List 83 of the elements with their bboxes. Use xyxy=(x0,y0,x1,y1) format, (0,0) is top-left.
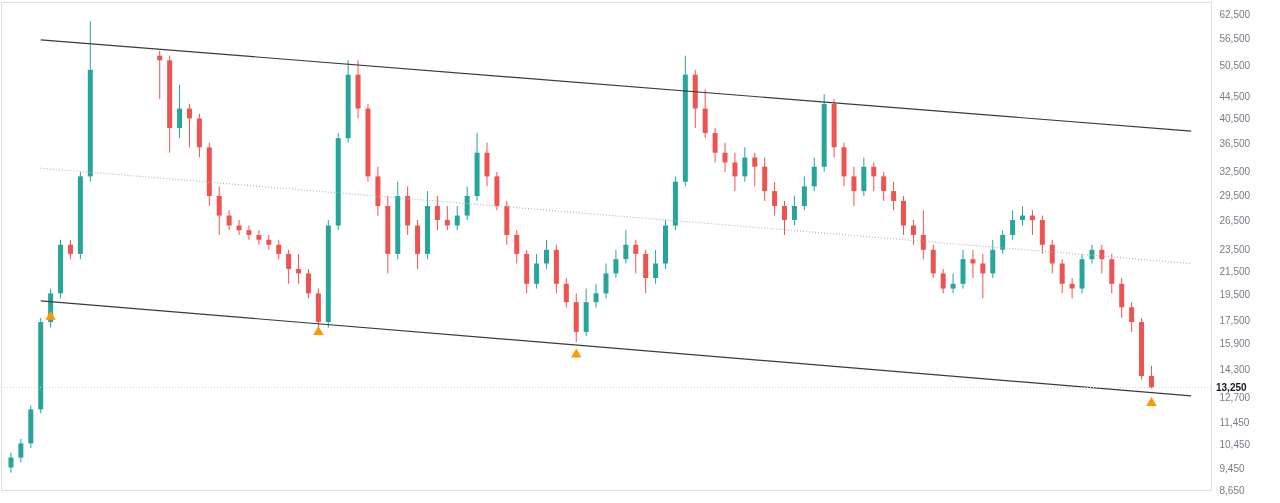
y-tick-label: 11,450 xyxy=(1219,417,1250,429)
candlestick xyxy=(256,229,262,246)
candlestick xyxy=(722,142,728,173)
candlestick xyxy=(1020,205,1026,227)
y-tick-label: 29,500 xyxy=(1219,189,1251,201)
candlestick xyxy=(1049,239,1055,274)
candlestick xyxy=(920,209,926,260)
point xyxy=(45,310,56,320)
candlestick xyxy=(772,181,778,217)
y-tick-label: 36,500 xyxy=(1219,138,1251,150)
candlestick xyxy=(563,277,569,308)
y-tick-label: 9,450 xyxy=(1219,463,1245,475)
y-tick-label: 14,300 xyxy=(1219,363,1251,375)
candlestick xyxy=(1000,229,1006,255)
y-tick-label: 56,500 xyxy=(1219,33,1251,45)
candlestick xyxy=(871,161,877,192)
candlestick xyxy=(276,239,282,260)
y-tick-label: 62,500 xyxy=(1219,9,1251,21)
candlestick xyxy=(970,249,976,279)
candlestick xyxy=(67,239,73,260)
candlestick xyxy=(464,185,470,221)
candlestick xyxy=(891,181,897,211)
candlestick xyxy=(653,249,659,285)
y-tick-label: 23,500 xyxy=(1219,244,1251,256)
candlestick xyxy=(1029,209,1035,236)
candlestick xyxy=(18,438,24,463)
candlestick xyxy=(930,244,936,279)
candlestick xyxy=(712,127,718,163)
y-tick-label: 10,450 xyxy=(1219,439,1251,451)
candlestick xyxy=(544,239,549,270)
y-tick-label: 8,650 xyxy=(1219,484,1245,496)
candlestick xyxy=(811,157,817,192)
candlestick xyxy=(881,171,887,202)
y-tick-label: 32,500 xyxy=(1219,166,1251,178)
candlestick xyxy=(791,195,797,227)
candlestick xyxy=(603,262,609,299)
candlestick xyxy=(444,205,450,231)
candlestick xyxy=(484,142,490,187)
candlestick xyxy=(8,452,14,474)
candlestick xyxy=(1119,277,1125,319)
ref-line-label: 13,250 xyxy=(1216,381,1248,393)
candlestick xyxy=(990,239,996,279)
y-tick-label: 12,700 xyxy=(1219,392,1251,404)
candlestick xyxy=(623,229,629,264)
candlestick xyxy=(1129,301,1135,333)
candlestick xyxy=(177,84,183,139)
candlestick xyxy=(434,195,440,231)
candlestick xyxy=(950,272,956,294)
candlestick xyxy=(286,249,292,285)
y-tick-label: 17,500 xyxy=(1219,315,1251,327)
candlestick xyxy=(1059,258,1065,294)
y-tick-label: 19,500 xyxy=(1219,289,1251,301)
candlestick xyxy=(246,225,252,241)
y-tick-label: 40,500 xyxy=(1219,113,1251,125)
point xyxy=(1146,396,1157,407)
candlestick xyxy=(514,229,520,264)
candlestick xyxy=(613,249,619,279)
candlestick xyxy=(186,103,192,148)
candlestick xyxy=(305,268,311,299)
candlestick xyxy=(910,219,916,246)
candlestick xyxy=(216,185,222,236)
candlestick xyxy=(593,283,599,308)
candlestick xyxy=(534,253,540,290)
candlestick xyxy=(454,205,460,231)
y-tick-label: 15,900 xyxy=(1219,338,1251,350)
candlestick xyxy=(752,152,758,187)
candlestick xyxy=(1069,277,1075,299)
candlestick xyxy=(296,253,302,285)
y-tick-label: 44,500 xyxy=(1219,90,1251,102)
candlestick xyxy=(633,239,639,274)
candlestick xyxy=(226,209,232,231)
candlestick xyxy=(742,146,748,183)
y-tick-label: 50,500 xyxy=(1219,60,1251,72)
y-tick-label: 26,500 xyxy=(1219,215,1251,227)
candlestick xyxy=(782,200,788,236)
candlestick xyxy=(980,253,986,299)
point xyxy=(313,325,324,336)
candlestick xyxy=(732,152,738,192)
candlestick xyxy=(851,166,857,207)
candlestick xyxy=(1010,209,1016,241)
candlestick xyxy=(940,268,946,294)
candlestick xyxy=(801,175,807,211)
y-tick-label: 21,500 xyxy=(1219,265,1251,277)
